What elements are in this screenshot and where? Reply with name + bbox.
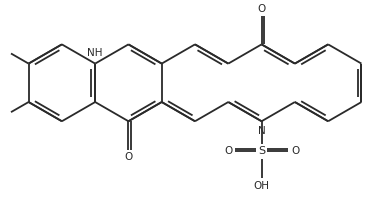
Text: O: O [224,146,232,156]
Text: O: O [258,3,266,14]
Text: O: O [291,146,299,156]
Text: NH: NH [87,48,103,58]
Text: OH: OH [254,181,270,191]
Text: O: O [124,152,133,162]
Text: S: S [258,146,265,156]
Text: N: N [258,126,265,136]
